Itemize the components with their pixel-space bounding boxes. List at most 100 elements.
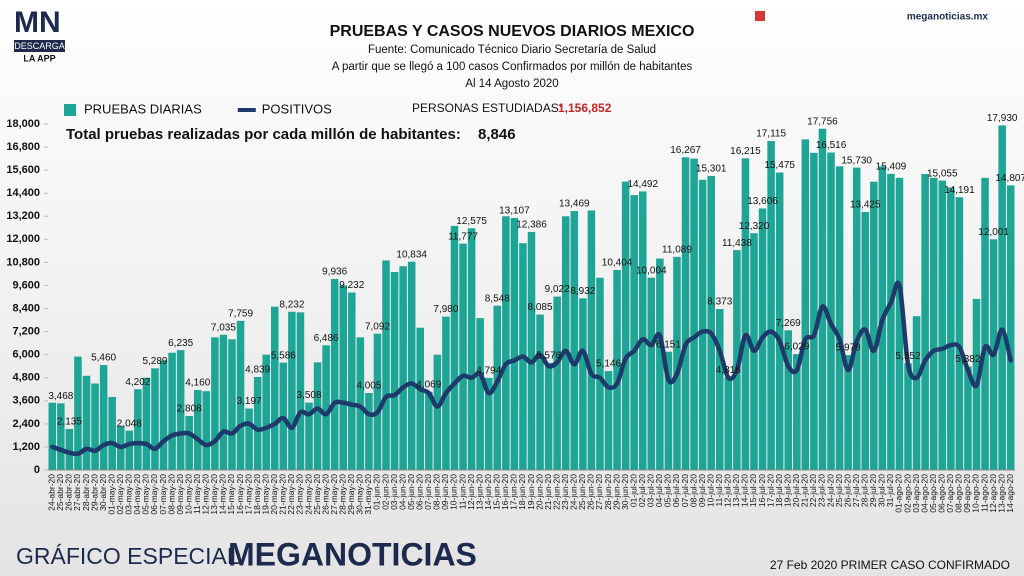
x-tick-label: 11-ago-20	[979, 474, 989, 512]
bar	[425, 391, 433, 470]
x-tick-label: 31-jul-20	[885, 474, 895, 507]
bar	[356, 337, 365, 470]
value-label: 5,586	[271, 350, 296, 361]
x-tick-label: 10-ago-20	[971, 474, 981, 513]
bar	[185, 416, 193, 470]
x-tick-label: 08-jul-20	[688, 474, 698, 507]
value-label: 14,807	[995, 173, 1024, 184]
value-label: 13,107	[499, 206, 530, 217]
bar	[724, 377, 733, 470]
value-label: 17,756	[807, 116, 838, 127]
x-tick-label: 01-jun-20	[372, 474, 382, 510]
x-tick-label: 17-jun-20	[509, 474, 519, 510]
x-tick-label: 29-jul-20	[868, 474, 878, 507]
bar	[399, 266, 407, 470]
x-tick-label: 17-jul-20	[765, 474, 775, 507]
line	[50, 280, 1013, 457]
x-tick-label: 27-jun-20	[594, 474, 604, 510]
x-tick-label: 12-jul-20	[723, 474, 733, 507]
x-tick-label: 06-jul-20	[671, 474, 681, 507]
value-label: 4,005	[356, 381, 381, 392]
x-tick-label: 16-jul-20	[757, 474, 767, 507]
subtitle: A partir que se llegó a 100 casos Confir…	[332, 61, 693, 73]
value-label: 5,289	[142, 356, 167, 367]
x-tick-label: 10-may-20	[183, 474, 193, 515]
bar	[313, 362, 322, 470]
x-tick-label: 02-ago-20	[902, 474, 912, 513]
x-tick-label: 26-may-20	[320, 474, 330, 515]
bar	[964, 366, 972, 470]
bar	[262, 354, 270, 470]
bar	[159, 360, 168, 470]
value-label: 4,160	[185, 378, 210, 389]
bar	[134, 389, 142, 470]
logo-button[interactable]: DESCARGA	[14, 41, 65, 51]
x-tick-label: 07-ago-20	[945, 474, 955, 513]
bar	[604, 371, 613, 470]
value-label: 17,115	[756, 129, 786, 140]
x-tick-label: 16-may-20	[235, 474, 245, 515]
value-label: 13,469	[559, 199, 590, 210]
value-label: 10,404	[602, 258, 633, 269]
bar	[870, 181, 878, 470]
x-tick-label: 05-jul-20	[663, 474, 673, 507]
x-tick-label: 19-may-20	[260, 474, 270, 515]
x-tick-label: 08-ago-20	[954, 474, 964, 513]
value-label: 14,492	[627, 179, 658, 190]
bar	[202, 391, 211, 470]
y-tick-label: 10,800	[6, 256, 40, 268]
x-tick-label: 20-may-20	[269, 474, 279, 515]
bar	[596, 277, 604, 470]
value-label: 12,320	[739, 221, 770, 232]
value-label: 8,932	[570, 286, 595, 297]
bar	[228, 339, 236, 470]
bar	[955, 197, 964, 470]
x-tick-label: 23-may-20	[295, 474, 305, 515]
bar	[810, 152, 818, 471]
bar	[416, 327, 425, 470]
bar	[929, 177, 938, 471]
x-tick-label: 16-jun-20	[500, 474, 510, 510]
bar	[407, 261, 416, 470]
value-label: 12,001	[978, 227, 1009, 238]
x-tick-label: 21-jun-20	[543, 474, 553, 510]
value-label: 4,794	[476, 365, 501, 376]
bar	[887, 173, 895, 470]
x-tick-label: 24-jul-20	[825, 474, 835, 507]
bar	[716, 309, 724, 470]
x-tick-label: 11-jun-20	[457, 474, 467, 510]
x-tick-label: 30-may-20	[355, 474, 365, 515]
value-label: 7,759	[228, 308, 253, 319]
bar	[322, 345, 330, 470]
x-tick-label: 10-jul-20	[705, 474, 715, 507]
value-label: 6,151	[656, 339, 681, 350]
bar	[253, 376, 262, 470]
y-tick-label: 8,400	[12, 302, 40, 314]
bar	[981, 177, 989, 471]
bar	[65, 428, 74, 470]
x-tick-label: 09-jun-20	[440, 474, 450, 510]
bar	[219, 334, 228, 470]
x-tick-label: 04-jun-20	[397, 474, 407, 510]
x-tick-label: 07-jun-20	[423, 474, 433, 510]
y-tick-label: 16,800	[6, 141, 40, 153]
x-tick-label: 26-jul-20	[842, 474, 852, 507]
value-label: 12,575	[456, 216, 487, 227]
x-tick-label: 11-jul-20	[714, 474, 724, 507]
bar	[818, 128, 827, 470]
x-tick-label: 12-may-20	[201, 474, 211, 515]
value-label: 5,382	[955, 354, 980, 365]
x-tick-label: 14-jul-20	[740, 474, 750, 507]
x-tick-label: 29-may-20	[346, 474, 356, 515]
x-tick-label: 10-jun-20	[449, 474, 459, 510]
bar	[142, 377, 151, 470]
logo-button-bg	[14, 40, 65, 52]
x-tick-label: 15-may-20	[226, 474, 236, 515]
chart-title: PRUEBAS Y CASOS NUEVOS DIARIOS MEXICO	[330, 23, 695, 40]
x-tick-label: 20-jul-20	[791, 474, 801, 507]
x-tick-label: 01-may-20	[106, 474, 116, 515]
bar	[502, 216, 510, 470]
bar	[382, 260, 390, 470]
bar	[330, 279, 339, 470]
